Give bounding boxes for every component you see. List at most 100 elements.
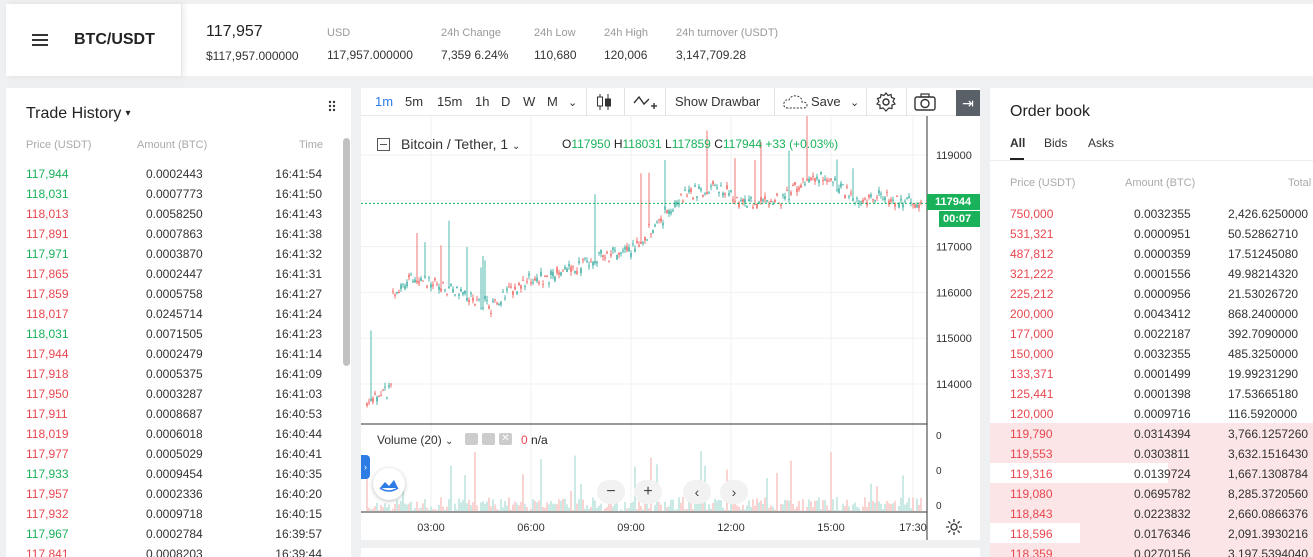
cloud-icon[interactable] bbox=[783, 94, 809, 110]
ask-price: 225,212 bbox=[1010, 287, 1054, 301]
chevron-down-icon[interactable]: ⌄ bbox=[850, 97, 860, 109]
stat-label: USD bbox=[327, 27, 351, 39]
scroll-left-button[interactable]: ‹ bbox=[683, 480, 711, 504]
ask-price: 200,000 bbox=[1010, 307, 1054, 321]
ask-total: 21.53026720 bbox=[1228, 287, 1299, 301]
tradingview-logo-icon bbox=[379, 480, 399, 492]
trade-amount: 0.0007863 bbox=[146, 227, 203, 241]
order-book-row[interactable]: 125,441 0.0001398 17.53665180 bbox=[990, 383, 1313, 403]
pair-selector[interactable]: BTC/USDT bbox=[6, 4, 182, 76]
order-book-row[interactable]: 487,812 0.0000359 17.51245080 bbox=[990, 243, 1313, 263]
order-book-row[interactable]: 150,000 0.0032355 485.3250000 bbox=[990, 343, 1313, 363]
drag-handle-icon[interactable] bbox=[328, 100, 336, 114]
trade-amount: 0.0071505 bbox=[146, 327, 203, 341]
order-book-row[interactable]: 531,321 0.0000951 50.52862710 bbox=[990, 223, 1313, 243]
expand-drawbar-tab[interactable]: › bbox=[361, 455, 370, 479]
order-book-row[interactable]: 118,359 0.0270156 3,197.5394040 bbox=[990, 543, 1313, 557]
stat-value: 117,957.000000 bbox=[327, 48, 413, 62]
scrollbar[interactable] bbox=[343, 138, 350, 366]
ask-amount: 0.0000951 bbox=[1134, 227, 1191, 241]
order-book-row[interactable]: 177,000 0.0022187 392.7090000 bbox=[990, 323, 1313, 343]
interval-m[interactable]: M bbox=[547, 94, 558, 109]
order-book-row[interactable]: 119,553 0.0303811 3,632.1516430 bbox=[990, 443, 1313, 463]
interval-d[interactable]: D bbox=[501, 94, 511, 109]
trade-amount: 0.0003287 bbox=[146, 387, 203, 401]
trade-price: 118,017 bbox=[26, 307, 69, 321]
zoom-in-button[interactable]: + bbox=[634, 480, 662, 504]
order-book-row[interactable]: 133,371 0.0001499 19.99231290 bbox=[990, 363, 1313, 383]
column-header-amount: Amount (BTC) bbox=[137, 139, 208, 151]
trade-row: 117,932 0.0009718 16:40:15 bbox=[6, 507, 336, 527]
trade-price: 117,865 bbox=[26, 267, 69, 281]
stat-label: 24h Low bbox=[534, 27, 576, 39]
interval-w[interactable]: W bbox=[523, 94, 536, 109]
save-button[interactable]: Save bbox=[811, 94, 841, 109]
order-book-row[interactable]: 750,000 0.0032355 2,426.6250000 bbox=[990, 203, 1313, 223]
tradingview-logo-button[interactable] bbox=[373, 468, 405, 500]
ask-amount: 0.0009716 bbox=[1134, 407, 1191, 421]
interval-1h[interactable]: 1h bbox=[475, 94, 490, 109]
trade-row: 118,031 0.0071505 16:41:23 bbox=[6, 327, 336, 347]
order-book-row[interactable]: 321,222 0.0001556 49.98214320 bbox=[990, 263, 1313, 283]
indicators-icon[interactable] bbox=[633, 93, 657, 111]
trade-time: 16:41:23 bbox=[275, 327, 322, 341]
settings-icon[interactable] bbox=[482, 433, 495, 445]
eye-icon[interactable] bbox=[465, 433, 478, 445]
ohlc-high: 118031 bbox=[622, 137, 662, 151]
trade-row: 117,944 0.0002479 16:41:14 bbox=[6, 347, 336, 367]
order-book-row[interactable]: 225,212 0.0000956 21.53026720 bbox=[990, 283, 1313, 303]
order-book-row[interactable]: 200,000 0.0043412 868.2400000 bbox=[990, 303, 1313, 323]
volume-legend[interactable]: Volume (20) ⌄ bbox=[377, 433, 453, 447]
trade-row: 117,918 0.0005375 16:41:09 bbox=[6, 367, 336, 387]
ask-price: 118,596 bbox=[1010, 527, 1053, 541]
trade-amount: 0.0006018 bbox=[146, 427, 203, 441]
order-book-row[interactable]: 120,000 0.0009716 116.5920000 bbox=[990, 403, 1313, 423]
candle-style-icon[interactable] bbox=[595, 93, 613, 111]
symbol-title[interactable]: Bitcoin / Tether, 1 ⌄ bbox=[401, 136, 520, 152]
ask-total: 2,091.3930216 bbox=[1228, 527, 1309, 541]
trade-row: 117,977 0.0005029 16:40:41 bbox=[6, 447, 336, 467]
interval-5m[interactable]: 5m bbox=[405, 94, 424, 109]
trade-row: 117,957 0.0002336 16:40:20 bbox=[6, 487, 336, 507]
show-drawbar-button[interactable]: Show Drawbar bbox=[675, 94, 761, 109]
trade-amount: 0.0002447 bbox=[146, 267, 203, 281]
depth-bar bbox=[990, 423, 1313, 443]
depth-bar bbox=[1080, 523, 1313, 543]
order-book-row[interactable]: 119,316 0.0139724 1,667.1308784 bbox=[990, 463, 1313, 483]
fullscreen-icon[interactable]: ⇥ bbox=[956, 90, 980, 116]
time-axis-label: 03:00 bbox=[417, 522, 445, 534]
collapse-legend-icon[interactable] bbox=[377, 138, 390, 151]
time-axis-label: 06:00 bbox=[517, 522, 545, 534]
ask-amount: 0.0043412 bbox=[1134, 307, 1191, 321]
tab-bids[interactable]: Bids bbox=[1044, 136, 1068, 150]
trade-amount: 0.0002336 bbox=[146, 487, 203, 501]
camera-icon[interactable] bbox=[914, 93, 936, 111]
tab-all[interactable]: All bbox=[1010, 136, 1026, 150]
chart-settings-icon[interactable] bbox=[945, 518, 963, 536]
trade-amount: 0.0005375 bbox=[146, 367, 203, 381]
order-book-row[interactable]: 119,080 0.0695782 8,285.3720560 bbox=[990, 483, 1313, 503]
trade-amount: 0.0005758 bbox=[146, 287, 203, 301]
trade-amount: 0.0007773 bbox=[146, 187, 203, 201]
depth-bar bbox=[1168, 463, 1313, 483]
ask-total: 2,426.6250000 bbox=[1228, 207, 1309, 221]
chevron-down-icon[interactable]: ⌄ bbox=[568, 97, 578, 109]
trade-row: 117,944 0.0002443 16:41:54 bbox=[6, 167, 336, 187]
zoom-out-button[interactable]: − bbox=[597, 480, 625, 504]
tab-asks[interactable]: Asks bbox=[1088, 136, 1115, 150]
toolbar-divider bbox=[906, 88, 907, 116]
gear-icon[interactable] bbox=[876, 92, 896, 112]
order-book-row[interactable]: 118,596 0.0176346 2,091.3930216 bbox=[990, 523, 1313, 543]
depth-bar bbox=[990, 483, 1313, 503]
scroll-right-button[interactable]: › bbox=[720, 480, 748, 504]
order-book-row[interactable]: 119,790 0.0314394 3,766.1257260 bbox=[990, 423, 1313, 443]
hamburger-menu-icon[interactable] bbox=[32, 34, 48, 48]
time-axis-label: 12:00 bbox=[717, 522, 745, 534]
close-icon[interactable]: ✕ bbox=[499, 433, 512, 445]
stat-value: 7,359 6.24% bbox=[441, 48, 509, 62]
interval-1m[interactable]: 1m bbox=[375, 94, 394, 109]
order-book-row[interactable]: 118,843 0.0223832 2,660.0866376 bbox=[990, 503, 1313, 523]
interval-15m[interactable]: 15m bbox=[437, 94, 463, 109]
candlestick-chart[interactable]: 119000118000117000116000115000114000 03:… bbox=[361, 116, 980, 540]
trade-history-title[interactable]: Trade History ▾ bbox=[26, 105, 130, 123]
